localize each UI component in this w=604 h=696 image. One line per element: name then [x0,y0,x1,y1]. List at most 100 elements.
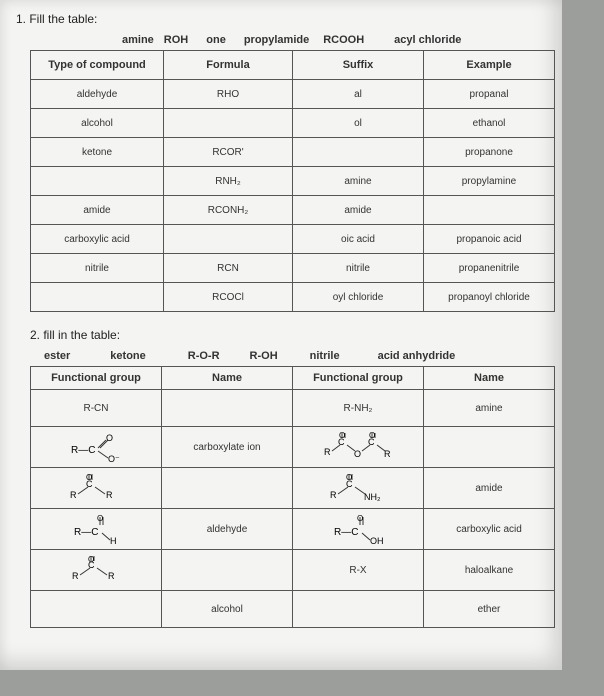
col-header: Formula [164,51,293,80]
svg-text:H: H [110,536,117,545]
cell: carboxylic acid [31,225,164,254]
cell: R-CN [31,390,162,427]
cell-structure: R—COH [31,509,162,550]
cell-structure: R—C O O⁻ [31,427,162,468]
worksheet-page: 1. Fill the table: amine ROH one propyla… [0,0,562,670]
cell [31,283,164,312]
table-row: alcohol ether [31,591,555,628]
word: nitrile [310,350,340,362]
cell: haloalkane [424,550,555,591]
ketone-icon: RCOR [66,472,126,504]
cell [424,196,555,225]
table-row: RCOR RCONH₂ amide [31,468,555,509]
svg-text:R: R [106,490,113,500]
svg-text:R: R [108,571,115,581]
table-1: Type of compound Formula Suffix Example … [30,50,555,312]
word: propylamide [244,34,309,46]
table-row: amideRCONH₂amide [31,196,555,225]
cell: al [293,80,424,109]
cell [164,109,293,138]
svg-text:O: O [339,431,345,440]
table-row: R-CN R-NH₂ amine [31,390,555,427]
aldehyde-icon: R—COH [68,513,124,545]
cell: amide [31,196,164,225]
svg-text:R: R [324,447,331,457]
table-row: R—COO⁻ carboxylate ion RCOOCOR [31,427,555,468]
svg-text:O: O [354,449,361,459]
table-row: R—COH aldehyde R—COOH carboxylic acid [31,509,555,550]
cell: propanoic acid [424,225,555,254]
table-row: alcohol olethanol [31,109,555,138]
col-header: Name [424,367,555,390]
cell-structure: RCOOCOR [293,427,424,468]
svg-text:R—C: R—C [71,445,95,456]
cell: amide [424,468,555,509]
cell: ketone [31,138,164,167]
svg-text:NH₂: NH₂ [364,492,381,502]
ether-icon: RCOR [68,555,124,585]
col-header: Suffix [293,51,424,80]
table-header-row: Functional group Name Functional group N… [31,367,555,390]
cell [162,468,293,509]
svg-text:R: R [70,490,77,500]
word: RCOOH [323,34,364,46]
svg-text:O⁻: O⁻ [108,454,120,463]
col-header: Example [424,51,555,80]
cell: RHO [164,80,293,109]
cell: propanoyl chloride [424,283,555,312]
cell [162,550,293,591]
svg-text:O: O [357,514,363,523]
table-row: RCOCloyl chloridepropanoyl chloride [31,283,555,312]
q2-heading: 2. fill in the table: [30,328,544,342]
cell [31,167,164,196]
q1-heading: 1. Fill the table: [16,12,544,26]
cell-structure: RCOR [31,550,162,591]
cell: aldehyde [162,509,293,550]
svg-text:O: O [346,473,352,482]
cell: propylamine [424,167,555,196]
cell: ethanol [424,109,555,138]
cell [293,138,424,167]
table-row: aldehydeRHOalpropanal [31,80,555,109]
cell-structure: RCONH₂ [293,468,424,509]
word: amine [122,34,154,46]
q2-wordbank: ester ketone R-O-R R-OH nitrile acid anh… [24,350,544,362]
carboxylate-icon: R—C O O⁻ [66,431,126,463]
cell [424,427,555,468]
svg-text:R: R [72,571,79,581]
cell: RCN [164,254,293,283]
table-header-row: Type of compound Formula Suffix Example [31,51,555,80]
svg-text:OH: OH [370,536,384,545]
cell: R-X [293,550,424,591]
cell: nitrile [31,254,164,283]
table-row: RNH₂aminepropylamine [31,167,555,196]
svg-text:O: O [97,514,103,523]
cell: RCONH₂ [164,196,293,225]
col-header: Functional group [293,367,424,390]
amide-icon: RCONH₂ [326,472,390,504]
cell: R-NH₂ [293,390,424,427]
word: acyl chloride [394,34,461,46]
cell: RCOCl [164,283,293,312]
cell: alcohol [31,109,164,138]
table-2: Functional group Name Functional group N… [30,366,555,628]
word: acid anhydride [378,350,456,362]
word: R-OH [250,350,278,362]
svg-text:O: O [88,555,94,564]
word: R-O-R [188,350,220,362]
cell: ether [424,591,555,628]
q1-wordbank: amine ROH one propylamide RCOOH acyl chl… [24,34,544,46]
svg-text:O: O [106,433,113,443]
cell [31,591,162,628]
cell [162,390,293,427]
cell: ol [293,109,424,138]
table-row: ketoneRCOR'propanone [31,138,555,167]
cell: oyl chloride [293,283,424,312]
cell: propanenitrile [424,254,555,283]
carboxylic-icon: R—COOH [328,513,388,545]
cell: carboxylic acid [424,509,555,550]
cell: amide [293,196,424,225]
svg-text:R: R [384,449,391,459]
cell: propanal [424,80,555,109]
svg-text:O: O [86,473,92,482]
